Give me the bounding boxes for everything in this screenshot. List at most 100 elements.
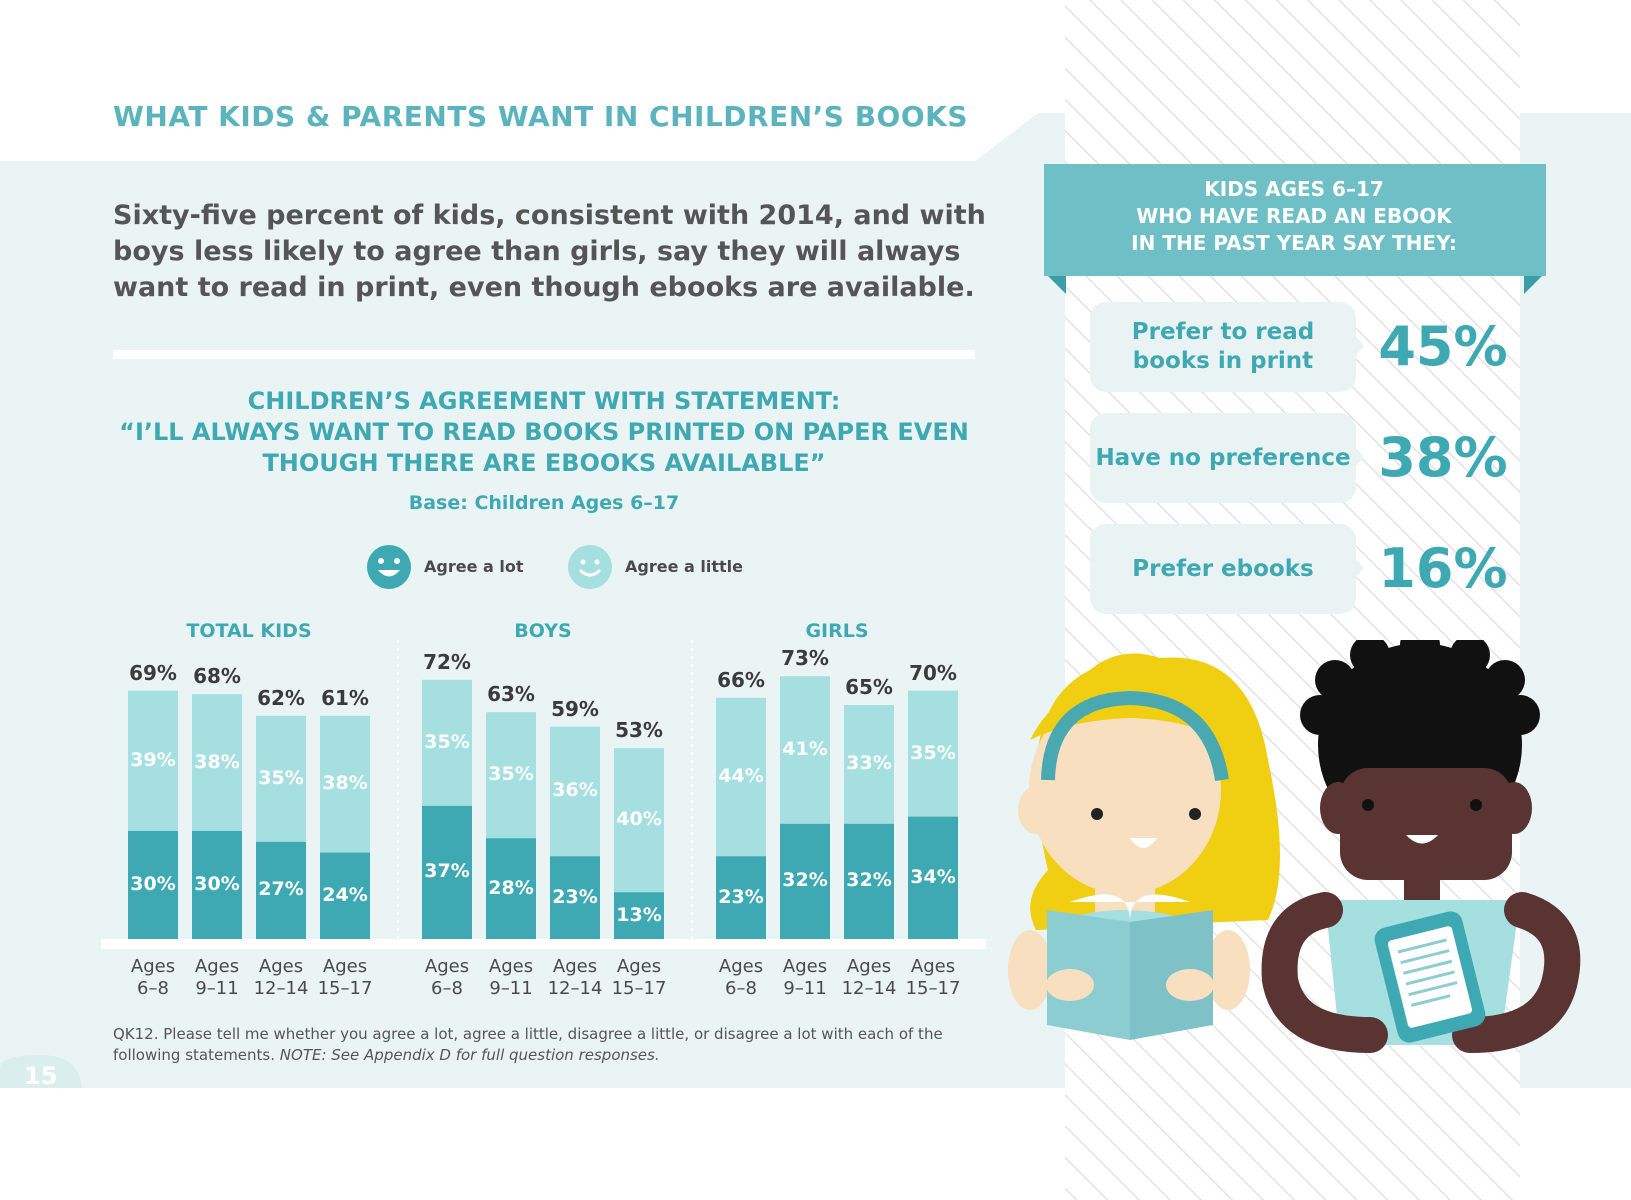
pref-card-print: Prefer to read books in print: [1090, 302, 1356, 392]
bar-agree-a-lot: [844, 823, 894, 939]
pref-value-ebooks: 16%: [1378, 537, 1508, 600]
category-label: Ages 12–14: [547, 956, 603, 999]
bar-label-agree-a-little: 41%: [782, 738, 828, 760]
bar-agree-a-little: [780, 676, 830, 824]
pref-card-no-preference: Have no preference: [1090, 413, 1356, 503]
bar-label-agree-a-little: 38%: [194, 750, 240, 773]
category-label: Ages 6–8: [424, 956, 470, 999]
bar-total-label: 65%: [845, 675, 893, 699]
bar-agree-a-lot: [614, 892, 664, 939]
footnote-note: NOTE: See Appendix D for full question r…: [279, 1046, 660, 1064]
bar-label-agree-a-little: 44%: [718, 765, 764, 787]
group-title: TOTAL KIDS: [186, 620, 312, 642]
category-label: Ages 9–11: [782, 956, 828, 999]
bar-label-agree-a-lot: 34%: [910, 865, 956, 888]
bar-label-agree-a-little: 35%: [488, 763, 534, 786]
category-label: Ages 15–17: [905, 956, 961, 999]
bar-total-label: 70%: [909, 660, 957, 685]
chart-title: CHILDREN’S AGREEMENT WITH STATEMENT: “I’…: [113, 386, 975, 479]
bar-label-agree-a-little: 38%: [322, 772, 368, 795]
bar-agree-a-little: [614, 748, 664, 893]
bar-label-agree-a-lot: 27%: [258, 878, 304, 901]
bar-agree-a-little: [486, 712, 536, 839]
category-label: Ages 6–8: [130, 956, 176, 999]
category-label: Ages 6–8: [718, 956, 764, 999]
legend-agree-a-lot: Agree a lot: [424, 557, 524, 576]
bar-total-label: 72%: [423, 649, 471, 674]
page-tab: [0, 1055, 82, 1088]
bar-label-agree-a-lot: 28%: [488, 876, 534, 899]
bar-agree-a-lot: [422, 805, 472, 939]
pref-label-ebooks: Prefer ebooks: [1132, 555, 1314, 582]
bar-agree-a-little: [908, 690, 958, 817]
page-title: WHAT KIDS & PARENTS WANT IN CHILDREN’S B…: [113, 100, 968, 133]
kids-reading-illustration: [1008, 640, 1581, 1053]
footnote: QK12. Please tell me whether you agree a…: [113, 1024, 973, 1066]
bar-label-agree-a-little: 33%: [846, 752, 892, 775]
bar-total-label: 53%: [615, 718, 663, 743]
group-title: BOYS: [514, 620, 572, 642]
bar-agree-a-lot: [780, 823, 830, 939]
bar-agree-a-lot: [320, 852, 370, 939]
sidebar-header-line-1: KIDS AGES 6–17: [1204, 177, 1384, 201]
bar-agree-a-lot: [716, 856, 766, 939]
pref-value-no-preference: 38%: [1378, 426, 1508, 489]
bar-agree-a-little: [716, 697, 766, 857]
pref-label-print-line-1: Prefer to read: [1131, 319, 1315, 345]
category-label: Ages 12–14: [841, 956, 897, 999]
bar-label-agree-a-little: 35%: [910, 741, 956, 764]
bar-label-agree-a-lot: 32%: [846, 869, 892, 892]
bar-total-label: 73%: [781, 646, 829, 671]
bar-total-label: 66%: [717, 667, 765, 692]
legend-agree-a-little: Agree a little: [625, 557, 743, 576]
bar-total-label: 61%: [321, 685, 369, 710]
pref-value-print: 45%: [1378, 315, 1508, 378]
boy-reading-ebook-icon: [1261, 640, 1581, 1053]
bar-label-agree-a-lot: 24%: [322, 883, 368, 906]
bar-agree-a-little: [550, 726, 600, 857]
bar-agree-a-little: [320, 715, 370, 853]
category-label: Ages 12–14: [253, 956, 309, 999]
bar-label-agree-a-lot: 23%: [718, 885, 764, 908]
bar-label-agree-a-lot: 37%: [424, 860, 470, 883]
girl-reading-print-book-icon: [1008, 653, 1280, 1040]
smiley-agree-a-little-icon: [568, 545, 612, 589]
bar-agree-a-lot: [256, 841, 306, 939]
chart-title-line-1: CHILDREN’S AGREEMENT WITH STATEMENT:: [247, 387, 841, 415]
bar-label-agree-a-lot: 32%: [782, 869, 828, 892]
category-label: Ages 15–17: [317, 956, 373, 999]
bar-total-label: 62%: [257, 685, 305, 710]
category-label: Ages 9–11: [194, 956, 240, 999]
bar-agree-a-lot: [486, 838, 536, 939]
bar-total-label: 59%: [551, 696, 599, 721]
bar-label-agree-a-lot: 30%: [130, 873, 176, 895]
chart-base: Base: Children Ages 6–17: [408, 492, 680, 514]
sidebar-header-banner: [1044, 164, 1546, 294]
pref-label-no-preference: Have no preference: [1095, 444, 1351, 471]
category-label: Ages 9–11: [488, 956, 534, 999]
bar-agree-a-little: [192, 694, 242, 831]
pref-card-ebooks: Prefer ebooks: [1090, 524, 1356, 614]
pref-label-print-line-2: books in print: [1132, 348, 1314, 374]
baseline: [101, 939, 986, 949]
bar-label-agree-a-little: 36%: [552, 779, 598, 802]
divider: [113, 350, 975, 359]
bar-agree-a-little: [844, 705, 894, 824]
bar-total-label: 69%: [129, 660, 177, 685]
sidebar-header: KIDS AGES 6–17 WHO HAVE READ AN EBOOK IN…: [1044, 176, 1544, 257]
bar-label-agree-a-little: 35%: [424, 730, 470, 753]
bar-agree-a-little: [422, 679, 472, 806]
bar-agree-a-little: [128, 690, 178, 831]
bar-total-label: 68%: [193, 664, 241, 689]
sidebar-header-line-3: IN THE PAST YEAR SAY THEY:: [1131, 231, 1457, 255]
group-title: GIRLS: [805, 620, 869, 642]
bar-agree-a-lot: [908, 816, 958, 939]
smiley-agree-a-lot-icon: [367, 545, 411, 589]
bar-label-agree-a-little: 35%: [258, 766, 304, 789]
category-label: Ages 15–17: [611, 956, 667, 999]
bar-label-agree-a-little: 40%: [616, 808, 662, 831]
bar-total-label: 63%: [487, 682, 535, 707]
page-number: 15: [24, 1062, 58, 1090]
